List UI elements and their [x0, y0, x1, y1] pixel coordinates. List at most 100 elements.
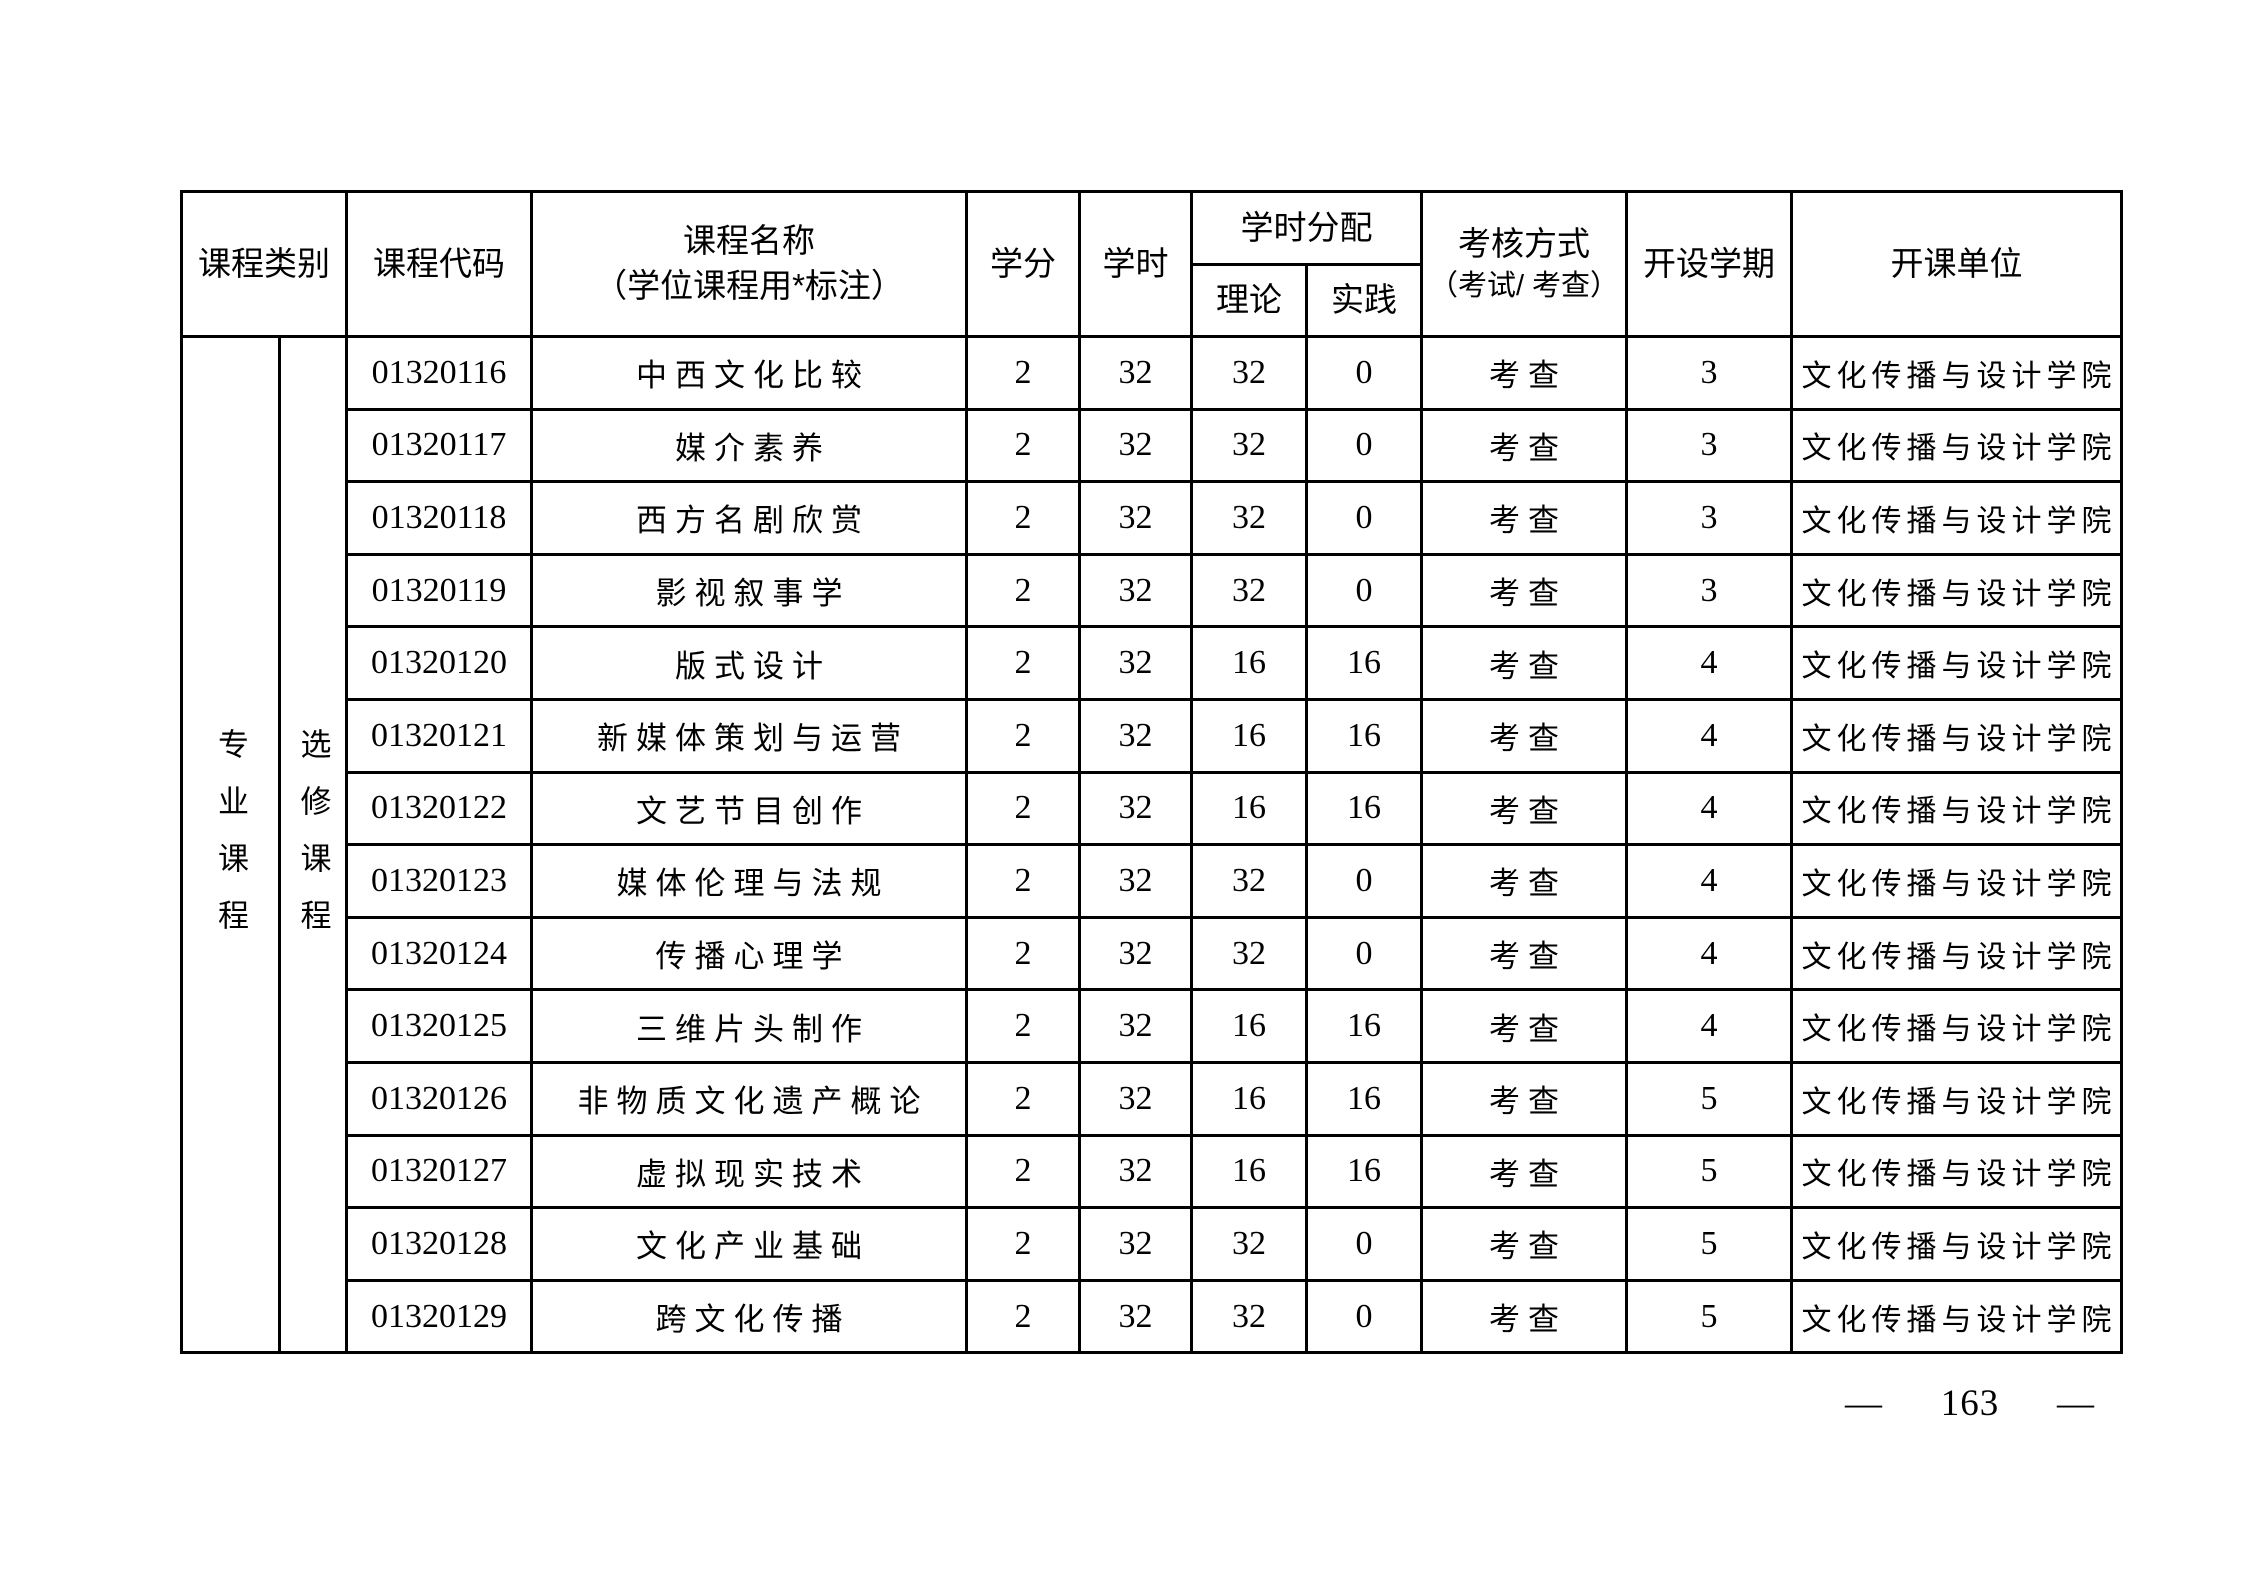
cell-offering-unit: 文化传播与设计学院	[1790, 1206, 2123, 1282]
cell-total-hours: 32	[1078, 915, 1193, 992]
cell-course-name: 中西文化比较	[530, 335, 968, 411]
cell-assessment: 考查	[1420, 843, 1628, 919]
page-number-value: 163	[1940, 1383, 2000, 1424]
cell-semester: 5	[1625, 1133, 1793, 1210]
category-cell-primary-label: 专业课程	[213, 728, 248, 957]
header-course-name-line1: 课程名称	[683, 222, 815, 260]
header-practice-hours: 实践	[1305, 263, 1423, 338]
cell-total-hours: 32	[1078, 407, 1193, 484]
table-row: 01320119 影视叙事学 2 32 32 0 考查 3 文化传播与设计学院	[182, 552, 2123, 629]
cell-course-code: 01320129	[345, 1278, 533, 1355]
cell-assessment: 考查	[1420, 480, 1628, 556]
cell-credits: 2	[965, 1206, 1081, 1282]
cell-course-name: 新媒体策划与运营	[530, 697, 968, 774]
table-row: 01320124 传播心理学 2 32 32 0 考查 4 文化传播与设计学院	[182, 915, 2123, 992]
cell-credits: 2	[965, 480, 1081, 556]
cell-course-name: 版式设计	[530, 625, 968, 701]
cell-assessment: 考查	[1420, 1133, 1628, 1210]
cell-theory-hours: 16	[1190, 988, 1308, 1064]
cell-course-code: 01320119	[345, 552, 533, 629]
cell-course-name: 影视叙事学	[530, 552, 968, 629]
cell-course-code: 01320120	[345, 625, 533, 701]
table-row: 01320117 媒介素养 2 32 32 0 考查 3 文化传播与设计学院	[182, 407, 2123, 484]
cell-offering-unit: 文化传播与设计学院	[1790, 915, 2123, 992]
cell-theory-hours: 32	[1190, 915, 1308, 992]
cell-total-hours: 32	[1078, 480, 1193, 556]
header-credits: 学分	[965, 190, 1081, 338]
header-course-category: 课程类别	[180, 190, 348, 338]
cell-assessment: 考查	[1420, 988, 1628, 1064]
cell-semester: 4	[1625, 625, 1793, 701]
table-row: 专业课程 选修课程 01320116 中西文化比较 2 32 32 0 考查 3 文化传播与设计学院	[180, 334, 2123, 1355]
page-number-dash-right: —	[2057, 1383, 2095, 1424]
cell-assessment: 考查	[1420, 1278, 1628, 1355]
cell-semester: 4	[1625, 697, 1793, 774]
category-cell-primary: 专业课程	[180, 334, 281, 1355]
cell-credits: 2	[965, 843, 1081, 919]
cell-offering-unit: 文化传播与设计学院	[1790, 1278, 2123, 1355]
header-assessment: 考核方式 （考试/ 考查）	[1420, 190, 1628, 338]
cell-course-code: 01320117	[345, 407, 533, 484]
cell-course-code: 01320124	[345, 915, 533, 992]
cell-theory-hours: 32	[1190, 335, 1308, 411]
cell-total-hours: 32	[1078, 697, 1193, 774]
cell-theory-hours: 32	[1190, 1278, 1308, 1355]
cell-assessment: 考查	[1420, 1206, 1628, 1282]
cell-credits: 2	[965, 1133, 1081, 1210]
cell-offering-unit: 文化传播与设计学院	[1790, 697, 2123, 774]
course-table-wrapper: 课程类别 课程代码 课程名称 （学位课程用*标注） 学分 学时 学时分配 考核方…	[180, 190, 2123, 1355]
cell-theory-hours: 16	[1190, 697, 1308, 774]
table-header: 课程类别 课程代码 课程名称 （学位课程用*标注） 学分 学时 学时分配 考核方…	[180, 190, 2123, 338]
cell-practice-hours: 0	[1305, 1206, 1423, 1282]
table-row: 01320118 西方名剧欣赏 2 32 32 0 考查 3 文化传播与设计学院	[182, 480, 2123, 556]
cell-total-hours: 32	[1078, 1133, 1193, 1210]
cell-assessment: 考查	[1420, 697, 1628, 774]
cell-assessment: 考查	[1420, 552, 1628, 629]
table-row: 01320128 文化产业基础 2 32 32 0 考查 5 文化传播与设计学院	[182, 1206, 2123, 1282]
cell-assessment: 考查	[1420, 407, 1628, 484]
cell-theory-hours: 32	[1190, 480, 1308, 556]
cell-practice-hours: 16	[1305, 988, 1423, 1064]
cell-semester: 3	[1625, 552, 1793, 629]
cell-course-name: 文化产业基础	[530, 1206, 968, 1282]
header-offering-unit: 开课单位	[1790, 190, 2123, 338]
cell-total-hours: 32	[1078, 1206, 1193, 1282]
cell-total-hours: 32	[1078, 625, 1193, 701]
cell-offering-unit: 文化传播与设计学院	[1790, 335, 2123, 411]
cell-offering-unit: 文化传播与设计学院	[1790, 770, 2123, 847]
header-course-code: 课程代码	[345, 190, 533, 338]
cell-credits: 2	[965, 915, 1081, 992]
cell-practice-hours: 0	[1305, 552, 1423, 629]
cell-offering-unit: 文化传播与设计学院	[1790, 988, 2123, 1064]
cell-offering-unit: 文化传播与设计学院	[1790, 1133, 2123, 1210]
cell-course-code: 01320126	[345, 1060, 533, 1137]
cell-practice-hours: 16	[1305, 697, 1423, 774]
cell-total-hours: 32	[1078, 770, 1193, 847]
header-course-name-line2: （学位课程用*标注）	[594, 267, 904, 304]
cell-theory-hours: 16	[1190, 1060, 1308, 1137]
cell-semester: 4	[1625, 843, 1793, 919]
cell-semester: 3	[1625, 480, 1793, 556]
cell-total-hours: 32	[1078, 1278, 1193, 1355]
table-row: 01320127 虚拟现实技术 2 32 16 16 考查 5 文化传播与设计学院	[182, 1133, 2123, 1210]
cell-practice-hours: 0	[1305, 843, 1423, 919]
header-semester: 开设学期	[1625, 190, 1793, 338]
cell-practice-hours: 0	[1305, 915, 1423, 992]
cell-course-code: 01320125	[345, 988, 533, 1064]
cell-assessment: 考查	[1420, 770, 1628, 847]
cell-practice-hours: 16	[1305, 625, 1423, 701]
cell-theory-hours: 16	[1190, 625, 1308, 701]
cell-assessment: 考查	[1420, 335, 1628, 411]
table-row: 01320123 媒体伦理与法规 2 32 32 0 考查 4 文化传播与设计学院	[182, 843, 2123, 919]
cell-offering-unit: 文化传播与设计学院	[1790, 1060, 2123, 1137]
cell-assessment: 考查	[1420, 1060, 1628, 1137]
page-number-dash-left: —	[1845, 1383, 1883, 1424]
header-course-name: 课程名称 （学位课程用*标注）	[530, 190, 968, 338]
cell-course-name: 虚拟现实技术	[530, 1133, 968, 1210]
cell-course-code: 01320118	[345, 480, 533, 556]
cell-credits: 2	[965, 1060, 1081, 1137]
category-cell-secondary: 选修课程	[278, 334, 348, 1355]
cell-credits: 2	[965, 552, 1081, 629]
cell-semester: 3	[1625, 407, 1793, 484]
cell-total-hours: 32	[1078, 988, 1193, 1064]
